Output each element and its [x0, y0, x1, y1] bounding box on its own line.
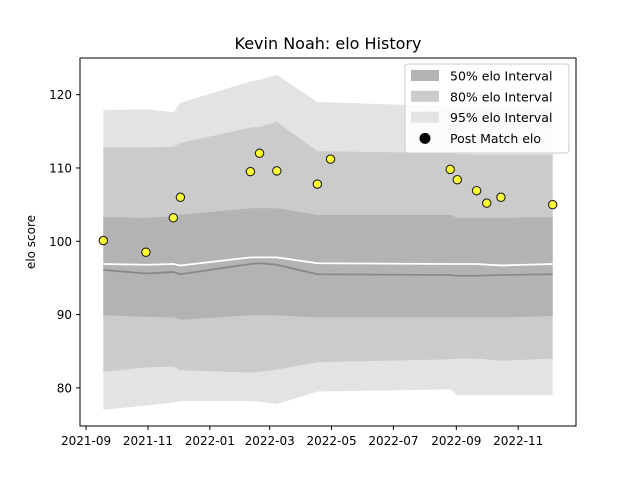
legend-swatch-50	[411, 70, 439, 81]
x-tick-label: 2022-07	[368, 434, 418, 448]
legend-swatch-95	[411, 111, 439, 123]
plot-frame	[79, 57, 577, 427]
mean-line	[103, 256, 553, 267]
post-match-point	[141, 247, 151, 258]
y-tick-label: 80	[57, 381, 72, 395]
x-axis-ticks: 2021-09 2021-11 2022-01 2022-03 2022-05 2022-…	[61, 426, 543, 448]
x-tick-label: 2021-09	[61, 434, 111, 448]
legend-box	[404, 63, 570, 154]
x-tick-label: 2021-11	[123, 434, 173, 448]
legend-label-post-match: Post Match elo	[450, 131, 541, 146]
x-tick-label: 2022-03	[245, 434, 295, 448]
post-match-point	[471, 185, 482, 196]
post-match-point	[496, 192, 506, 203]
y-axis-label: elo score	[24, 215, 38, 269]
post-match-point	[312, 179, 323, 189]
post-match-point	[168, 213, 179, 223]
y-tick-label: 100	[49, 235, 72, 249]
post-match-point	[254, 148, 265, 159]
median-line	[103, 262, 553, 277]
post-match-point	[481, 198, 492, 208]
interval-bands	[103, 74, 553, 410]
post-match-point	[547, 199, 558, 210]
y-tick-label: 110	[49, 161, 72, 175]
y-axis-ticks: 80 90 100 110 120	[49, 88, 80, 395]
legend-swatch-80	[411, 90, 439, 102]
post-match-point	[452, 174, 463, 185]
trend-lines	[103, 256, 553, 277]
legend-label-80: 80% elo Interval	[450, 89, 552, 104]
x-tick-label: 2022-05	[306, 434, 356, 448]
y-tick-label: 120	[49, 88, 72, 102]
post-match-point	[245, 166, 256, 177]
post-match-point	[175, 192, 186, 203]
post-match-point	[325, 154, 336, 164]
legend-label-95: 95% elo Interval	[450, 110, 552, 125]
chart-legend: 50% elo Interval 80% elo Interval 95% el…	[404, 63, 570, 154]
post-match-point	[272, 166, 282, 176]
y-tick-label: 90	[57, 308, 72, 322]
x-tick-label: 2022-01	[185, 434, 235, 448]
legend-label-50: 50% elo Interval	[450, 69, 552, 84]
post-match-point	[445, 164, 455, 175]
x-tick-label: 2022-11	[493, 434, 543, 448]
x-tick-label: 2022-09	[431, 434, 481, 448]
post-match-points	[98, 148, 558, 258]
legend-marker-post-match	[419, 132, 431, 144]
chart-title: Kevin Noah: elo History	[235, 34, 422, 53]
post-match-point	[98, 235, 109, 246]
